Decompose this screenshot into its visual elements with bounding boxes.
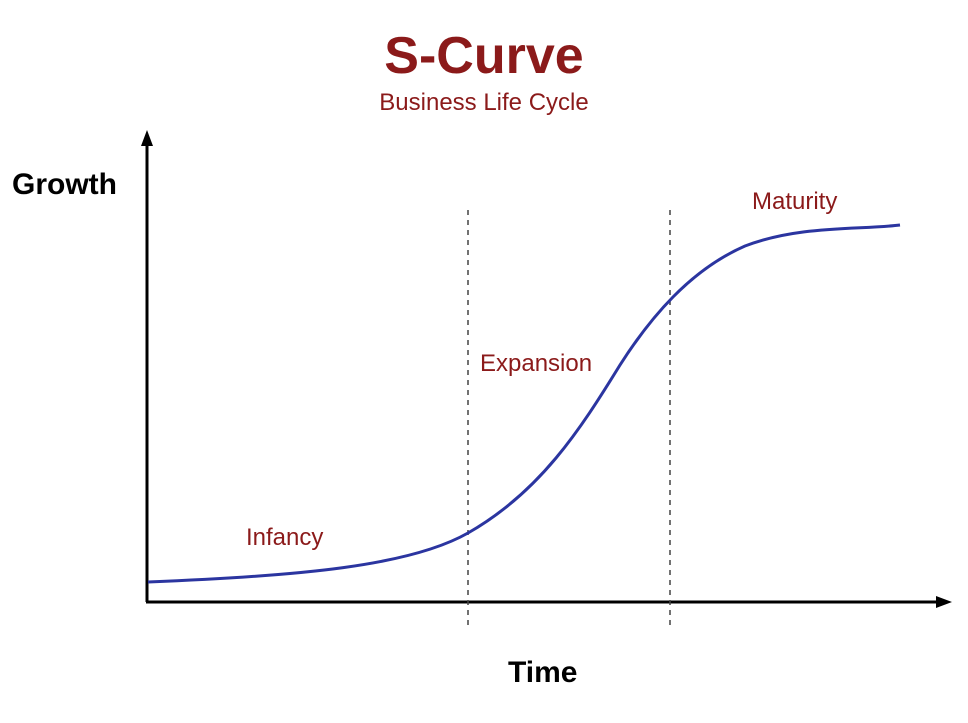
phase-label-infancy: Infancy xyxy=(246,524,324,551)
x-axis-arrow xyxy=(936,596,952,608)
s-curve-line xyxy=(147,223,901,584)
y-axis-label: Growth xyxy=(12,168,117,201)
diagram-subtitle: Business Life Cycle xyxy=(379,89,589,116)
diagram-title: S-Curve xyxy=(384,27,584,85)
x-axis-label: Time xyxy=(508,656,578,689)
phase-label-expansion: Expansion xyxy=(480,350,593,377)
y-axis-arrow xyxy=(141,130,153,146)
phase-label-maturity: Maturity xyxy=(752,188,838,215)
